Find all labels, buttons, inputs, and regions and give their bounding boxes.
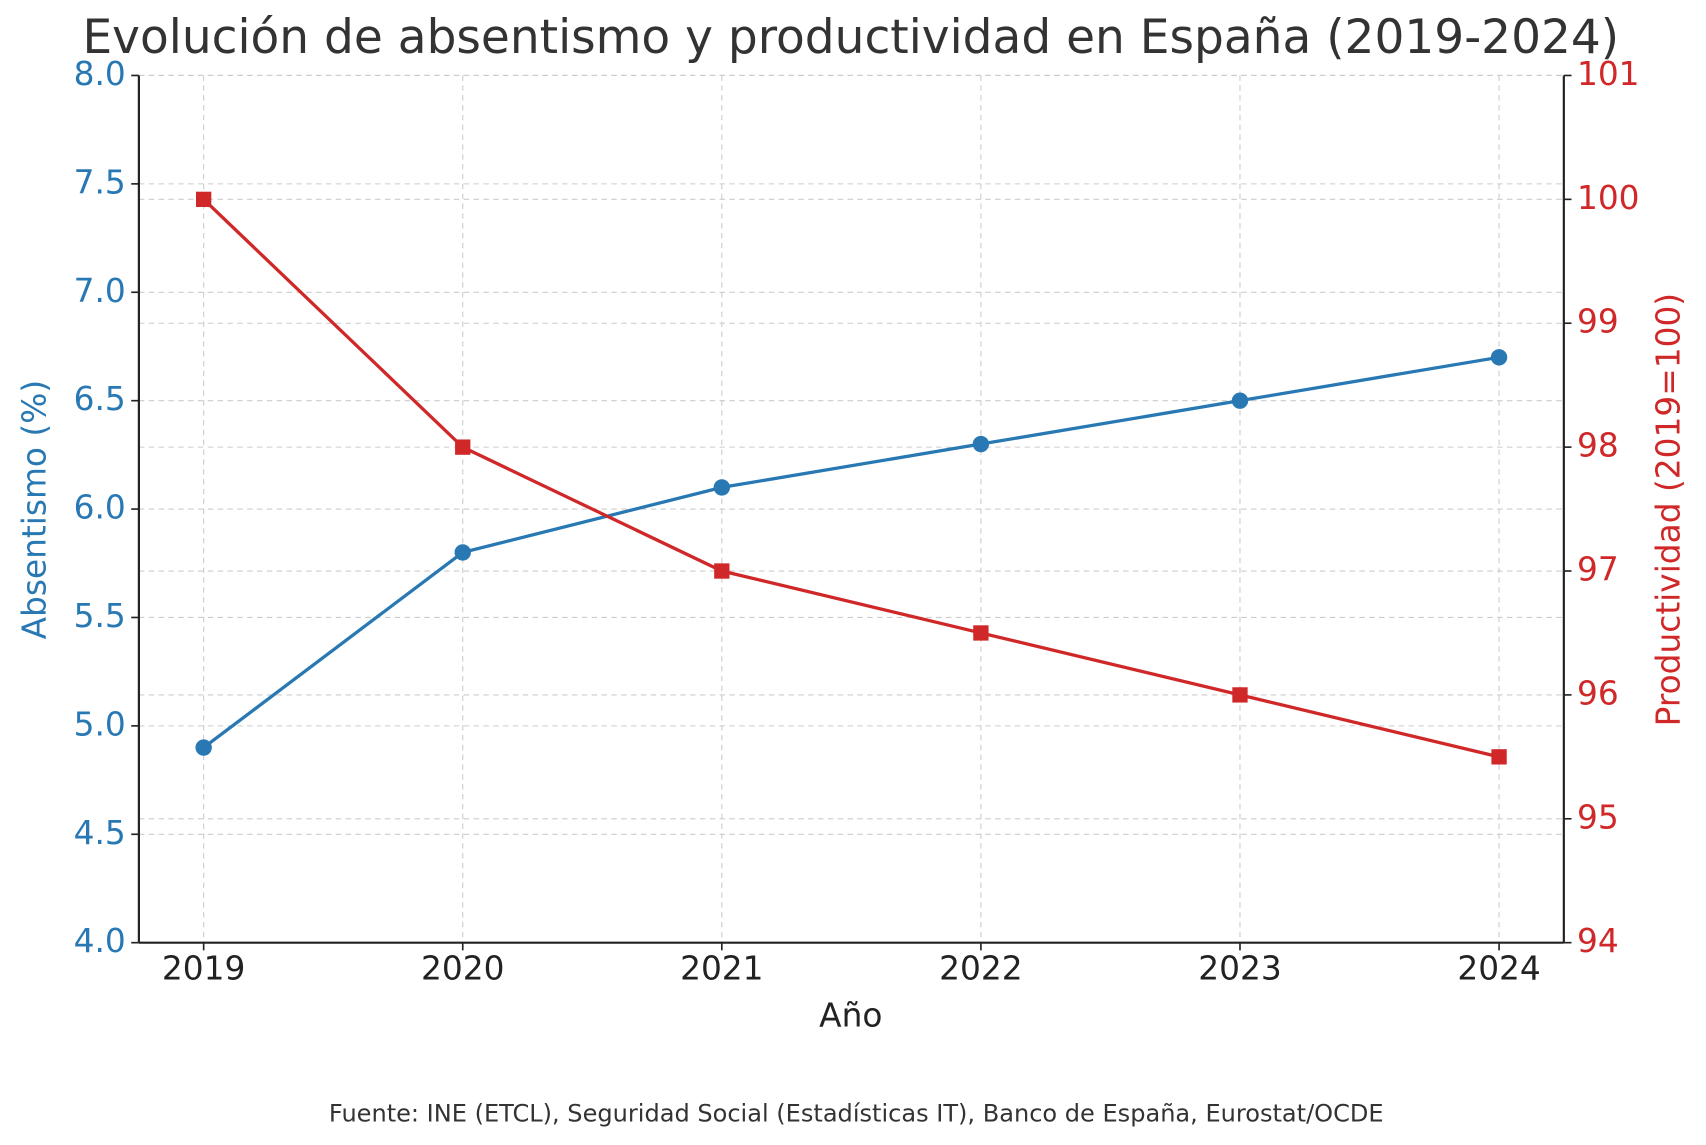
y-tick-label: 7.5 — [74, 163, 126, 201]
data-point — [973, 625, 989, 641]
y-tick-label: 4.0 — [74, 922, 126, 960]
source-note: Fuente: INE (ETCL), Seguridad Social (Es… — [329, 1099, 1384, 1127]
x-tick-label: 2024 — [1457, 950, 1540, 988]
y-tick-label: 6.5 — [74, 380, 126, 418]
y2-axis-label: Productividad (2019=100) — [1649, 293, 1687, 726]
y-tick-label: 8.0 — [74, 55, 126, 93]
y2-tick-label: 99 — [1577, 303, 1619, 341]
data-point — [714, 563, 730, 579]
data-point — [196, 191, 212, 208]
y2-tick-label: 97 — [1577, 551, 1619, 589]
x-tick-label: 2022 — [939, 950, 1022, 988]
y2-tick-label: 96 — [1577, 674, 1619, 712]
series-line — [202, 355, 1500, 749]
y2-tick-label: 94 — [1577, 922, 1619, 960]
y-tick-label: 4.5 — [74, 814, 126, 852]
y-axis-label: Absentismo (%) — [16, 380, 54, 640]
y2-tick-label: 101 — [1577, 55, 1640, 93]
x-tick-label: 2021 — [680, 950, 763, 988]
data-point — [455, 439, 471, 455]
data-point — [1231, 392, 1249, 409]
y2-tick-label: 100 — [1577, 179, 1640, 217]
data-point — [1490, 349, 1508, 366]
data-point — [1491, 749, 1507, 765]
data-point — [454, 544, 471, 561]
y-tick-label: 5.5 — [74, 597, 126, 635]
x-tick-label: 2020 — [421, 950, 504, 988]
series-line — [202, 198, 1500, 759]
x-tick-label: 2019 — [162, 950, 245, 988]
x-tick-label: 2023 — [1198, 950, 1281, 988]
y-tick-label: 5.0 — [74, 705, 126, 743]
data-point — [1232, 687, 1248, 703]
y2-tick-label: 95 — [1577, 798, 1619, 836]
x-axis-label: Año — [819, 997, 882, 1035]
y2-tick-label: 98 — [1577, 427, 1619, 465]
chart-title: Evolución de absentismo y productividad … — [82, 10, 1619, 65]
data-point — [195, 739, 212, 756]
y-tick-label: 7.0 — [74, 272, 126, 310]
data-point — [972, 435, 990, 453]
y-tick-label: 6.0 — [74, 489, 126, 527]
data-point — [713, 479, 731, 496]
